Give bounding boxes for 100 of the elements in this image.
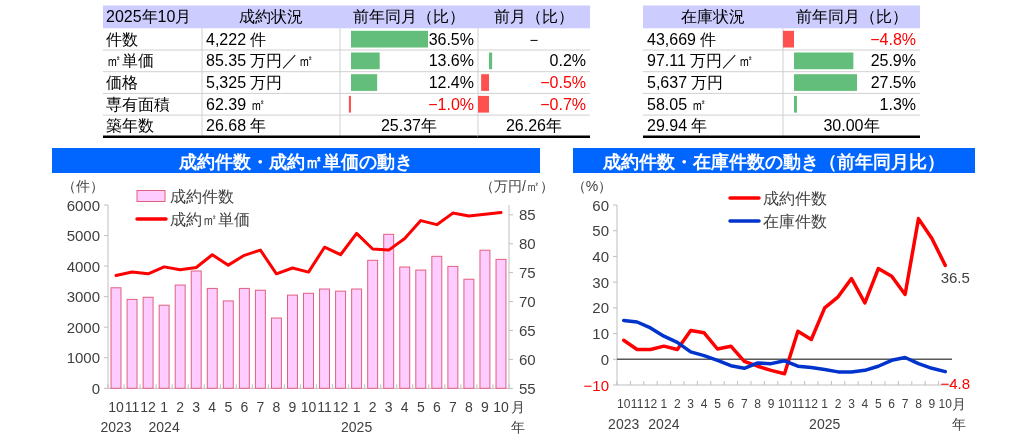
x-tick: 8 [465,398,473,415]
bar [383,233,395,389]
row-label: ㎡単価 [106,52,154,70]
x-tick: 11 [124,398,140,415]
bar [222,300,234,389]
x-tick: 8 [915,397,922,411]
bar [794,52,854,70]
value-label: 25.9% [870,52,916,70]
y-tick: 10 [592,325,609,343]
x-tick: 1 [352,398,361,415]
cell: 5,637 万円 [647,74,724,92]
value-label: 36.5% [428,30,474,48]
column-header: 前月（比） [494,8,574,26]
cell: 5,325 万円 [206,74,283,92]
y-tick: 3000 [66,288,100,306]
x-tick: 11 [791,397,805,411]
x-tick: 6 [727,397,735,411]
x-tick: 2 [176,398,185,415]
ylabel: （件） [62,178,104,194]
y-tick: 40 [592,247,609,265]
value-label: 1.3% [879,95,916,113]
bar [399,266,411,389]
bar [783,30,794,48]
row-label: 専有面積 [106,95,170,113]
value-label: −4.8% [870,30,916,48]
column-header: 前年同月（比） [353,8,465,26]
x-tick: 10 [493,398,509,415]
x-tick: 11 [630,397,644,411]
x-tick: 4 [208,398,217,415]
legend-label: 在庫件数 [763,212,827,230]
title: 成約件数・在庫件数の動き（前年同月比） [603,151,945,172]
x-tick: 2024 [148,418,180,435]
y-tick: 1000 [66,349,100,367]
bar [351,74,378,91]
y-tick: 20 [592,299,609,317]
column-header: 前年同月（比） [795,8,908,26]
x-tick: 12 [804,397,818,411]
y2-tick: 65 [519,322,536,339]
x-tick: 8 [754,397,762,411]
cell: 97.11 万円／㎡ [647,52,755,70]
x-tick: 10 [108,398,124,415]
bar [447,265,459,389]
title: 成約件数・成約㎡単価の動き [179,151,413,172]
x-tick: 12 [332,398,349,415]
y-tick: 60 [592,196,609,214]
cell: 25.37年 [381,117,437,135]
y-tick: 2000 [66,318,100,336]
value-label: 0.2% [549,52,586,70]
x-tick: 3 [192,398,201,415]
data-label: −4.8 [940,375,971,393]
bar [351,52,380,70]
xlabel: 月年 [952,396,966,432]
x-tick: 12 [643,397,658,411]
x-tick: 1 [660,397,668,411]
column-header: 成約状況 [239,8,303,26]
y2-tick: 75 [519,264,536,282]
x-tick: 6 [888,397,896,411]
y-tick: 6000 [66,196,100,214]
value-label: 13.6% [428,52,474,70]
bar [794,95,797,113]
x-tick: 10 [777,397,792,411]
value-label: 12.4% [428,74,474,92]
y2-tick: 60 [519,350,536,368]
legend-label: 成約件数 [170,187,234,205]
bar [794,74,858,91]
cell: 26.26年 [506,117,562,135]
x-tick: 2024 [648,416,680,432]
bar [158,304,170,389]
bar [206,287,218,389]
y-tick: 30 [592,273,609,291]
bar [479,249,491,389]
cell: 26.68 年 [206,117,267,135]
value-label: −1.0% [428,95,474,113]
x-tick: 11 [317,398,332,415]
x-tick: 9 [767,397,775,411]
bar [110,287,122,389]
y-tick: −10 [583,376,609,394]
cell: 85.35 万円／㎡ [206,52,315,70]
bar [415,269,427,389]
ylabel: （%） [571,178,613,194]
bar [348,95,351,113]
bar [174,284,186,389]
x-tick: 9 [928,397,936,411]
bar [126,298,138,389]
x-tick: 10 [300,398,317,415]
x-tick: 5 [224,398,233,415]
x-tick: 2025 [809,416,841,432]
y2-tick: 80 [519,235,536,253]
cell: 43,669 件 [647,30,717,48]
y-tick: 4000 [66,257,100,275]
bar [431,255,443,389]
x-tick: 3 [384,398,393,415]
x-tick: 4 [400,398,409,415]
x-tick: 7 [740,397,748,411]
x-tick: 6 [240,398,249,415]
bar [238,287,250,389]
bar [190,270,202,389]
cell: 4,222 件 [206,30,267,48]
x-tick: 5 [874,397,882,411]
xlabel: 月年 [511,398,525,435]
